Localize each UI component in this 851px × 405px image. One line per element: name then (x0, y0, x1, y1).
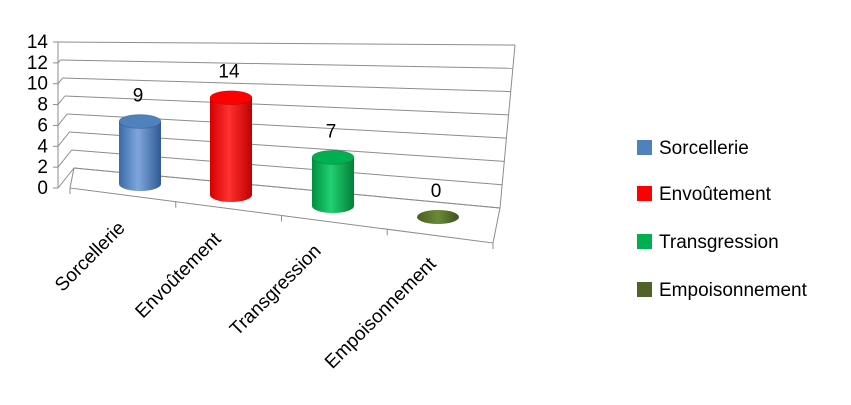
bar (119, 121, 161, 191)
axes (53, 41, 516, 249)
y-tick-label: 0 (37, 178, 48, 199)
gridline-side (57, 131, 70, 147)
floor (69, 167, 501, 244)
legend-swatch (637, 140, 652, 155)
y-tick-label: 12 (27, 53, 48, 74)
bar (210, 97, 252, 202)
bars (118, 90, 459, 224)
legend-swatch (637, 234, 652, 249)
bar-top (209, 90, 253, 106)
gridline-side (57, 77, 63, 85)
x-category-label: Envoûtement (132, 228, 227, 323)
bar (417, 210, 459, 224)
y-tick-label: 4 (37, 136, 48, 157)
x-category-label: Sorcellerie (51, 218, 129, 296)
gridline-side (57, 149, 73, 168)
bar-top (311, 149, 355, 165)
data-label: 14 (218, 62, 240, 83)
y-tick-label: 14 (27, 32, 49, 53)
data-label: 9 (133, 85, 144, 106)
legend-label: Sorcellerie (659, 138, 749, 159)
back-wall-edge (499, 44, 516, 209)
legend-label: Transgression (659, 232, 779, 253)
x-category-label: Empoisonnement (321, 253, 441, 373)
legend-label: Empoisonnement (659, 280, 808, 301)
data-label: 7 (326, 121, 337, 142)
gridline (60, 59, 513, 69)
data-label: 0 (431, 181, 442, 202)
gridline (62, 77, 511, 93)
legend-swatch (637, 186, 652, 201)
x-category-label: Transgression (226, 241, 325, 340)
gridline-side (57, 95, 66, 105)
gridline (57, 41, 516, 46)
bar-top (118, 113, 162, 129)
y-tick-label: 10 (27, 74, 48, 95)
gridline-side (57, 113, 68, 126)
y-tick-label: 2 (37, 157, 48, 178)
legend-swatch (637, 282, 652, 297)
gridline (64, 95, 509, 116)
legend-label: Envoûtement (659, 184, 772, 205)
bar (312, 157, 354, 213)
gridline-side (57, 167, 75, 189)
y-tick-label: 6 (37, 115, 48, 136)
y-tick-label: 8 (37, 95, 48, 116)
legend: Sorcellerie Envoûtement Transgression Empoi… (637, 138, 808, 301)
